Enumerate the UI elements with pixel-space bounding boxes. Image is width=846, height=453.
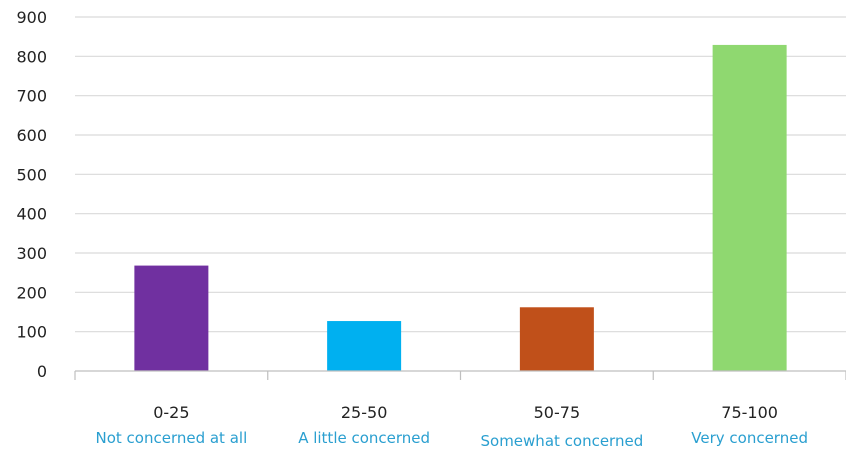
y-tick-label-800: 800 [16, 47, 47, 66]
x-category-description-75-100: Very concerned [691, 429, 808, 447]
y-tick-label-300: 300 [16, 244, 47, 263]
y-tick-label-600: 600 [16, 126, 47, 145]
y-tick-label-900: 900 [16, 8, 47, 27]
y-tick-label-0: 0 [37, 362, 47, 381]
y-tick-label-700: 700 [16, 87, 47, 106]
x-axis-tick-labels: 0-25 Not concerned at all 25-50 A little co… [95, 403, 807, 450]
x-tick-label-25-50: 25-50 [341, 403, 388, 422]
x-category-description-25-50: A little concerned [298, 429, 430, 447]
bars [134, 44, 787, 371]
y-axis-tick-labels: 0 100 200 300 400 500 600 700 800 900 [16, 8, 47, 381]
x-tick-label-75-100: 75-100 [721, 403, 778, 422]
x-axis [74, 370, 846, 380]
y-tick-label-400: 400 [16, 205, 47, 224]
bar-50-75 [519, 307, 594, 371]
bar-0-25 [134, 265, 209, 371]
y-tick-label-500: 500 [16, 165, 47, 184]
bar-75-100 [712, 44, 787, 371]
y-tick-label-100: 100 [16, 323, 47, 342]
x-tick-label-0-25: 0-25 [153, 403, 189, 422]
y-tick-label-200: 200 [16, 283, 47, 302]
x-category-description-50-75: Somewhat concerned [481, 432, 644, 450]
bar-25-50 [327, 321, 402, 371]
x-tick-label-50-75: 50-75 [534, 403, 581, 422]
x-category-description-0-25: Not concerned at all [95, 429, 247, 447]
